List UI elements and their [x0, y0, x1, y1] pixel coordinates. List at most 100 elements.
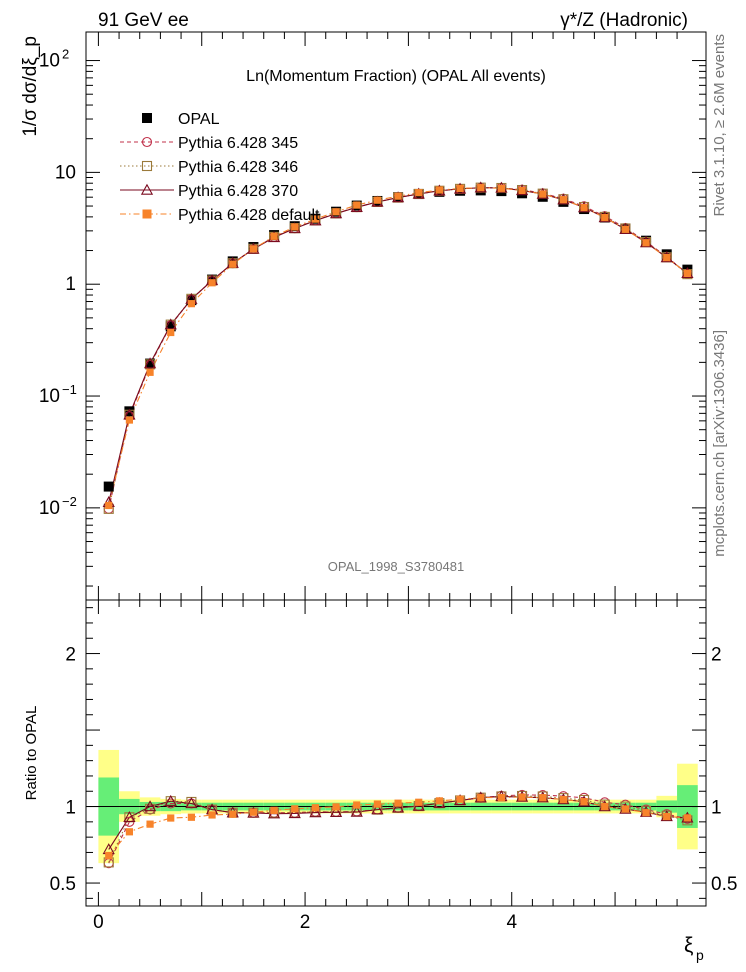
main-title: Ln(Momentum Fraction) (OPAL All events) [246, 68, 546, 85]
ratio-axis-ticks: 0.5 0.5 1 1 2 2 0 2 4 ξ p [50, 600, 737, 963]
ratio-series-markers [102, 789, 694, 869]
main-plot-frame [85, 31, 707, 601]
data-point [371, 803, 384, 815]
data-point [353, 801, 361, 809]
data-point [394, 192, 402, 200]
data-point [477, 184, 485, 192]
data-point [103, 481, 114, 492]
side-label-top: Rivet 3.1.10, ≥ 2.6M events [711, 34, 728, 217]
x-tick-label: 2 [300, 912, 311, 933]
data-point [683, 269, 691, 277]
y-tick-label-exponent: 2 [62, 47, 69, 62]
data-point [663, 253, 671, 262]
data-point [249, 808, 257, 816]
data-point [353, 201, 361, 209]
series-line [108, 187, 688, 506]
data-point [140, 183, 154, 195]
data-point [145, 358, 156, 369]
data-point [415, 189, 423, 197]
data-point [291, 805, 299, 813]
header-left: 91 GeV ee [98, 10, 189, 31]
data-point [311, 215, 319, 223]
y-tick-label: 10 [55, 162, 76, 183]
data-point [141, 136, 153, 148]
data-point [435, 797, 443, 805]
data-point [270, 232, 278, 240]
data-point [229, 810, 237, 818]
y-tick-label: 10 [39, 498, 60, 519]
ratio-plot-frame [86, 600, 706, 906]
legend-label: Pythia 6.428 345 [178, 135, 298, 152]
data-point [332, 208, 340, 216]
ratio-y-tick-label: 1 [711, 798, 722, 819]
data-point [518, 793, 526, 801]
data-point [249, 245, 257, 253]
data-point [185, 797, 198, 809]
data-point [164, 318, 177, 330]
y-tick-label: 10 [39, 386, 60, 407]
y-tick-label-exponent: −1 [62, 382, 77, 397]
ratio-y-tick-label: 2 [65, 645, 76, 666]
legend-label: Pythia 6.428 default [178, 207, 320, 224]
data-point [187, 300, 195, 308]
data-point [456, 795, 464, 803]
data-point [539, 794, 547, 802]
data-point [621, 805, 629, 813]
x-tick-label: 4 [506, 912, 517, 933]
data-point [208, 279, 216, 287]
ratio-y-axis-label: Ratio to OPAL [23, 706, 40, 801]
data-point [601, 213, 609, 222]
legend-label: OPAL [178, 111, 220, 128]
data-point [105, 851, 113, 860]
data-point [642, 239, 650, 247]
main-series-markers [102, 181, 694, 514]
data-point [141, 160, 153, 172]
data-point [309, 806, 322, 818]
data-point [143, 800, 157, 812]
data-point [456, 184, 464, 193]
data-point [477, 794, 485, 802]
data-point [394, 799, 402, 807]
data-point [311, 804, 319, 812]
header-right: γ*/Z (Hadronic) [560, 10, 688, 31]
legend-label: Pythia 6.428 370 [178, 183, 298, 200]
data-point [518, 186, 526, 194]
data-point [291, 223, 299, 231]
data-point [164, 794, 177, 806]
data-point [229, 260, 237, 268]
x-axis-label-subscript: p [696, 947, 704, 963]
y-tick-label: 1 [65, 274, 76, 295]
data-point [329, 806, 343, 818]
data-point [621, 225, 629, 233]
main-y-axis-label: 1/σ dσ/dξ_p [20, 36, 41, 137]
data-point [497, 184, 505, 192]
data-point [332, 803, 340, 811]
data-point [125, 416, 133, 424]
data-point [497, 793, 505, 802]
data-point [391, 801, 405, 813]
data-point [642, 809, 650, 817]
data-point [350, 805, 363, 817]
legend-label: Pythia 6.428 346 [178, 159, 298, 176]
data-point [167, 328, 175, 337]
data-point [105, 501, 113, 510]
data-point [580, 798, 588, 806]
data-point [125, 828, 133, 836]
ratio-panel: 0.5 0.5 1 1 2 2 0 2 4 ξ p Ratio to OPAL [23, 599, 737, 963]
data-point [165, 321, 176, 332]
data-point [146, 368, 154, 376]
ratio-y-tick-label: 0.5 [711, 874, 737, 895]
data-point [435, 186, 443, 194]
legend: OPAL Pythia 6.428 345 Pythia 6.428 346 Pyth… [120, 111, 320, 224]
data-point [288, 807, 301, 819]
x-axis-label: ξ [684, 934, 693, 957]
data-point [123, 810, 136, 822]
data-point [601, 802, 609, 811]
data-point [167, 814, 175, 822]
data-point [683, 814, 691, 822]
y-tick-label: 10 [39, 51, 60, 72]
data-point [682, 269, 693, 280]
